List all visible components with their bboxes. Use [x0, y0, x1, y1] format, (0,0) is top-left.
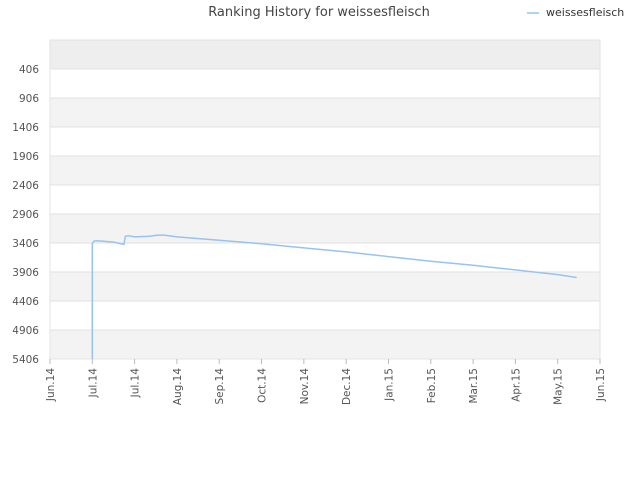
- x-tick-label: Jul.14: [87, 368, 99, 399]
- y-tick-label: 1906: [12, 151, 39, 163]
- y-tick-label: 406: [19, 64, 39, 76]
- x-tick-label: Jun.14: [45, 368, 57, 402]
- x-tick-label: Oct.14: [257, 368, 269, 403]
- x-tick-label: Jul.14: [130, 368, 142, 399]
- plot-band: [50, 40, 600, 69]
- plot-border: [49, 39, 601, 360]
- x-tick-label: Jun.15: [595, 368, 607, 402]
- plot-band: [50, 214, 600, 243]
- plot-band: [50, 272, 600, 301]
- plot-band: [50, 185, 600, 214]
- plot-band: [50, 301, 600, 330]
- plot-band: [50, 127, 600, 156]
- x-tick-label: Nov.14: [299, 368, 311, 405]
- x-tick-label: Mar.15: [468, 368, 480, 404]
- legend-label: weissesfleisch: [546, 6, 624, 19]
- x-tick-label: Jan.15: [383, 368, 395, 402]
- x-tick-label: Apr.15: [510, 368, 522, 402]
- y-tick-label: 1406: [12, 122, 39, 134]
- y-tick-label: 2406: [12, 180, 39, 192]
- y-tick-label: 4406: [12, 296, 39, 308]
- y-tick-label: 3406: [12, 238, 39, 250]
- x-tick-label: Aug.14: [172, 368, 184, 406]
- series-line: [91, 234, 577, 359]
- y-tick-label: 906: [19, 93, 39, 105]
- y-tick-label: 2906: [12, 209, 39, 221]
- plot-band: [50, 98, 600, 127]
- plot-band: [50, 330, 600, 359]
- y-tick-label: 3906: [12, 267, 39, 279]
- legend[interactable]: weissesfleisch: [527, 6, 624, 19]
- y-axis-ticks: 406 906 1406 1906 2406 2906 3406 3906 4406 4906 54…: [12, 64, 39, 366]
- x-tick-label: May.15: [553, 368, 565, 405]
- y-tick-label: 4906: [12, 325, 39, 337]
- series-layer: [91, 234, 577, 359]
- x-tick-label: Feb.15: [426, 368, 438, 403]
- plot-bands: [50, 40, 600, 359]
- plot-band: [50, 69, 600, 98]
- plot-band: [50, 156, 600, 185]
- plot-band: [50, 243, 600, 272]
- y-tick-label: 5406: [12, 354, 39, 366]
- x-tick-label: Sep.14: [214, 368, 226, 405]
- chart-title: Ranking History for weissesfleisch: [208, 5, 430, 20]
- x-tick-label: Dec.14: [341, 368, 353, 405]
- x-axis-ticks: Jun.14 Jul.14 Jul.14 Aug.14 Sep.14 Oct.14 Nov.…: [45, 359, 607, 405]
